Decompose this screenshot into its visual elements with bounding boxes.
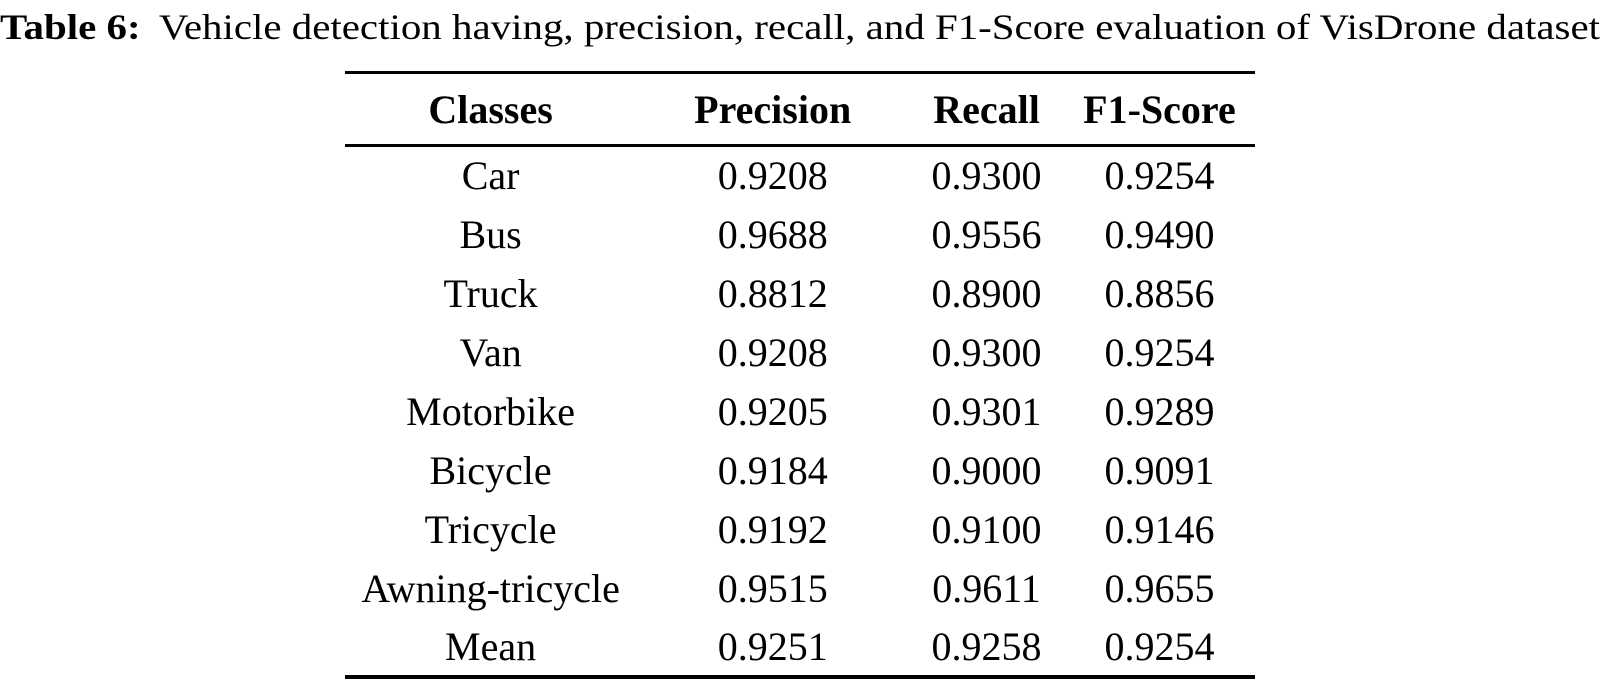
table-row: Awning-tricycle 0.9515 0.9611 0.9655 (345, 559, 1255, 618)
f1-cell: 0.9490 (1104, 211, 1215, 257)
precision-cell: 0.9192 (717, 506, 828, 552)
f1-cell: 0.9289 (1104, 388, 1215, 434)
precision-cell: 0.9208 (717, 329, 828, 375)
table-row: Motorbike 0.9205 0.9301 0.9289 (345, 382, 1255, 441)
table-row: Bicycle 0.9184 0.9000 0.9091 (345, 441, 1255, 500)
table-header: Classes Precision Recall F1-Score (345, 73, 1255, 146)
class-cell: Tricycle (424, 506, 557, 552)
table-row: Truck 0.8812 0.8900 0.8856 (345, 264, 1255, 323)
recall-cell: 0.9300 (931, 153, 1042, 199)
class-cell: Van (459, 329, 522, 375)
precision-cell: 0.9205 (717, 388, 828, 434)
f1-cell: 0.8856 (1104, 270, 1215, 316)
f1-cell: 0.9254 (1104, 329, 1215, 375)
table-row: Van 0.9208 0.9300 0.9254 (345, 323, 1255, 382)
header-recall: Recall (933, 86, 1040, 132)
recall-cell: 0.9000 (931, 447, 1042, 493)
table-caption-text: Vehicle detection having, precision, rec… (158, 7, 1600, 47)
table-row: Mean 0.9251 0.9258 0.9254 (345, 618, 1255, 677)
recall-cell: 0.8900 (931, 270, 1042, 316)
precision-cell: 0.9184 (717, 447, 828, 493)
f1-cell: 0.9146 (1104, 506, 1215, 552)
class-cell: Truck (443, 270, 538, 316)
class-cell: Bus (459, 211, 522, 257)
precision-cell: 0.8812 (717, 270, 828, 316)
recall-cell: 0.9611 (932, 565, 1041, 611)
table-row: Tricycle 0.9192 0.9100 0.9146 (345, 500, 1255, 559)
header-row: Classes Precision Recall F1-Score (345, 73, 1255, 146)
f1-cell: 0.9254 (1104, 623, 1215, 669)
class-cell: Car (461, 153, 520, 199)
f1-cell: 0.9091 (1104, 447, 1215, 493)
recall-cell: 0.9556 (931, 211, 1042, 257)
precision-cell: 0.9688 (717, 211, 828, 257)
class-cell: Motorbike (406, 388, 576, 434)
f1-cell: 0.9655 (1104, 565, 1215, 611)
table-caption-label: Table 6: (0, 7, 141, 47)
recall-cell: 0.9258 (931, 623, 1042, 669)
header-f1-score: F1-Score (1083, 86, 1236, 132)
precision-cell: 0.9515 (717, 565, 828, 611)
table-caption: Table 6: Vehicle detection having, precis… (0, 4, 1600, 50)
recall-cell: 0.9100 (931, 506, 1042, 552)
recall-cell: 0.9301 (931, 388, 1042, 434)
class-cell: Awning-tricycle (361, 565, 620, 611)
precision-cell: 0.9251 (717, 623, 828, 669)
header-precision: Precision (694, 86, 852, 132)
class-cell: Bicycle (429, 447, 552, 493)
f1-cell: 0.9254 (1104, 153, 1215, 199)
header-classes: Classes (428, 86, 553, 132)
table-body: Car 0.9208 0.9300 0.9254 Bus 0.9688 0.95… (345, 146, 1255, 677)
class-cell: Mean (445, 623, 537, 669)
recall-cell: 0.9300 (931, 329, 1042, 375)
table-row: Car 0.9208 0.9300 0.9254 (345, 146, 1255, 205)
precision-cell: 0.9208 (717, 153, 828, 199)
table-row: Bus 0.9688 0.9556 0.9490 (345, 205, 1255, 264)
metrics-table: Classes Precision Recall F1-Score Car 0.… (345, 71, 1255, 679)
